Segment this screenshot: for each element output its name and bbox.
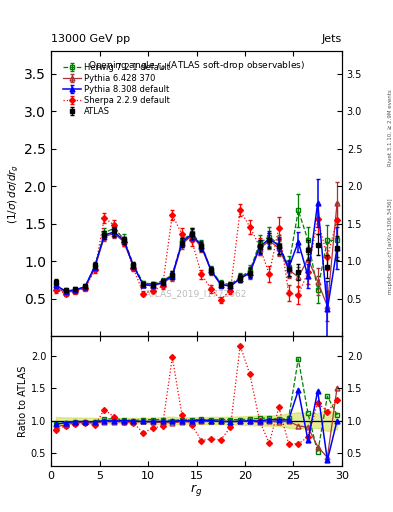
Y-axis label: $(1/\sigma)\,d\sigma/dr_g$: $(1/\sigma)\,d\sigma/dr_g$ <box>7 164 22 224</box>
Text: Opening angle $r_g$ (ATLAS soft-drop observables): Opening angle $r_g$ (ATLAS soft-drop obs… <box>88 60 305 73</box>
Text: Rivet 3.1.10, ≥ 2.9M events: Rivet 3.1.10, ≥ 2.9M events <box>388 90 393 166</box>
Text: mcplots.cern.ch [arXiv:1306.3436]: mcplots.cern.ch [arXiv:1306.3436] <box>388 198 393 293</box>
Y-axis label: Ratio to ATLAS: Ratio to ATLAS <box>18 366 28 437</box>
Text: Jets: Jets <box>321 33 342 44</box>
Legend: Herwig 7.2.1 default, Pythia 6.428 370, Pythia 8.308 default, Sherpa 2.2.9 defau: Herwig 7.2.1 default, Pythia 6.428 370, … <box>61 61 172 118</box>
X-axis label: $r_g$: $r_g$ <box>190 482 203 498</box>
Text: ATLAS_2019_I1772062: ATLAS_2019_I1772062 <box>145 289 248 298</box>
Text: 13000 GeV pp: 13000 GeV pp <box>51 33 130 44</box>
